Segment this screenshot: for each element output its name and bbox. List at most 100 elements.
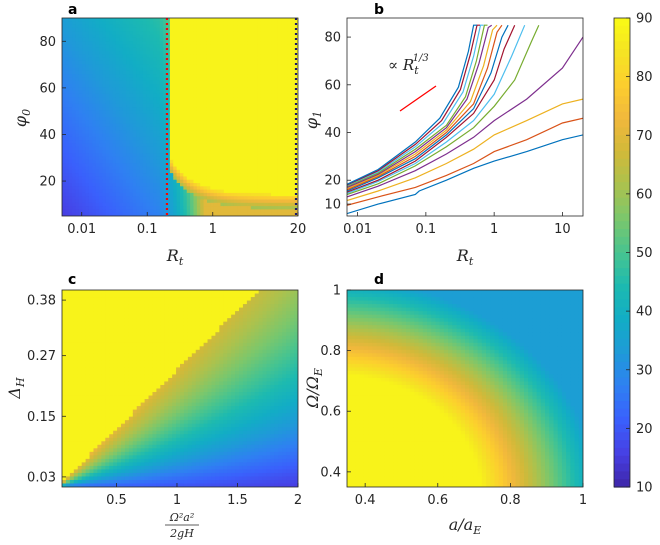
heatmap-cell bbox=[119, 159, 124, 164]
heatmap-cell bbox=[213, 123, 218, 128]
heatmap-cell bbox=[62, 189, 66, 194]
heatmap-cell bbox=[126, 37, 131, 42]
heatmap-cell bbox=[112, 189, 117, 194]
heatmap-cell bbox=[233, 176, 238, 181]
heatmap-cell bbox=[250, 199, 255, 204]
heatmap-cell bbox=[78, 110, 83, 115]
heatmap-cell bbox=[101, 430, 106, 435]
heatmap-cell bbox=[281, 90, 286, 95]
heatmap-cell bbox=[180, 212, 184, 216]
heatmap-cell bbox=[196, 133, 201, 138]
heatmap-cell bbox=[260, 51, 265, 55]
heatmap-cell bbox=[254, 27, 259, 32]
heatmap-cell bbox=[233, 107, 238, 111]
heatmap-cell bbox=[62, 423, 67, 428]
heatmap-cell bbox=[132, 196, 137, 201]
heatmap-cell bbox=[247, 100, 252, 105]
heatmap-cell bbox=[105, 103, 110, 108]
heatmap-cell bbox=[250, 54, 255, 59]
heatmap-cell bbox=[169, 37, 174, 42]
heatmap-cell bbox=[220, 87, 225, 92]
heatmap-cell bbox=[139, 60, 144, 65]
heatmap-cell bbox=[81, 311, 87, 316]
heatmap-cell bbox=[227, 202, 232, 207]
heatmap-cell bbox=[72, 143, 77, 148]
heatmap-cell bbox=[166, 60, 171, 65]
heatmap-cell bbox=[180, 34, 184, 39]
heatmap-cell bbox=[105, 388, 110, 393]
heatmap-cell bbox=[146, 27, 151, 32]
heatmap-cell bbox=[81, 476, 87, 481]
heatmap-cell bbox=[173, 80, 178, 85]
heatmap-cell bbox=[183, 176, 188, 181]
heatmap-cell bbox=[69, 311, 75, 316]
heatmap-cell bbox=[109, 123, 114, 128]
heatmap-cell bbox=[186, 103, 191, 108]
heatmap-cell bbox=[227, 41, 232, 45]
heatmap-cell bbox=[113, 321, 118, 326]
heatmap-cell bbox=[163, 117, 168, 121]
heatmap-cell bbox=[284, 74, 289, 78]
heatmap-cell bbox=[281, 77, 286, 82]
heatmap-cell bbox=[78, 27, 83, 32]
heatmap-cell bbox=[115, 159, 120, 164]
heatmap-cell bbox=[264, 80, 269, 85]
heatmap-cell bbox=[65, 123, 70, 128]
heatmap-cell bbox=[163, 110, 168, 115]
heatmap-cell bbox=[126, 47, 131, 52]
heatmap-cell bbox=[291, 113, 296, 118]
heatmap-cell bbox=[237, 21, 242, 26]
heatmap-cell bbox=[105, 146, 110, 151]
heatmap-cell bbox=[102, 209, 107, 214]
heatmap-cell bbox=[237, 212, 242, 216]
heatmap-cell bbox=[156, 64, 161, 69]
heatmap-cell bbox=[230, 107, 235, 111]
heatmap-cell bbox=[213, 60, 218, 65]
heatmap-cell bbox=[267, 80, 272, 85]
heatmap-cell bbox=[180, 77, 184, 82]
heatmap-cell bbox=[65, 458, 71, 463]
heatmap-cell bbox=[223, 44, 228, 49]
heatmap-cell bbox=[75, 192, 80, 197]
heatmap-cell bbox=[65, 146, 70, 151]
heatmap-cell bbox=[240, 156, 245, 161]
heatmap-cell bbox=[156, 140, 161, 144]
heatmap-cell bbox=[260, 67, 265, 72]
heatmap-cell bbox=[136, 24, 141, 29]
heatmap-cell bbox=[122, 163, 127, 168]
heatmap-cell bbox=[193, 186, 198, 191]
heatmap-cell bbox=[217, 192, 222, 197]
heatmap-cell bbox=[176, 176, 181, 181]
heatmap-cell bbox=[240, 57, 245, 62]
heatmap-cell bbox=[89, 293, 95, 298]
heatmap-cell bbox=[240, 24, 245, 29]
heatmap-cell bbox=[85, 434, 91, 439]
heatmap-cell bbox=[223, 51, 228, 55]
heatmap-cell bbox=[163, 24, 168, 29]
heatmap-cell bbox=[85, 47, 90, 52]
heatmap-cell bbox=[88, 44, 93, 49]
heatmap-cell bbox=[193, 120, 198, 125]
heatmap-cell bbox=[73, 462, 79, 467]
heatmap-cell bbox=[287, 133, 292, 138]
heatmap-cell bbox=[115, 18, 120, 22]
heatmap-cell bbox=[77, 388, 83, 393]
heatmap-cell bbox=[200, 44, 205, 49]
heatmap-cell bbox=[176, 18, 181, 22]
heatmap-cell bbox=[180, 41, 184, 45]
heatmap-cell bbox=[119, 34, 124, 39]
heatmap-cell bbox=[93, 455, 98, 460]
heatmap-cell bbox=[250, 21, 255, 26]
heatmap-cell bbox=[81, 332, 87, 337]
heatmap-cell bbox=[230, 74, 235, 78]
heatmap-cell bbox=[223, 117, 228, 121]
heatmap-cell bbox=[92, 64, 97, 69]
heatmap-cell bbox=[264, 100, 269, 105]
heatmap-cell bbox=[102, 120, 107, 125]
heatmap-cell bbox=[227, 176, 232, 181]
heatmap-cell bbox=[149, 212, 154, 216]
heatmap-cell bbox=[183, 212, 188, 216]
heatmap-cell bbox=[287, 136, 292, 141]
heatmap-cell bbox=[112, 163, 117, 168]
heatmap-cell bbox=[136, 163, 141, 168]
